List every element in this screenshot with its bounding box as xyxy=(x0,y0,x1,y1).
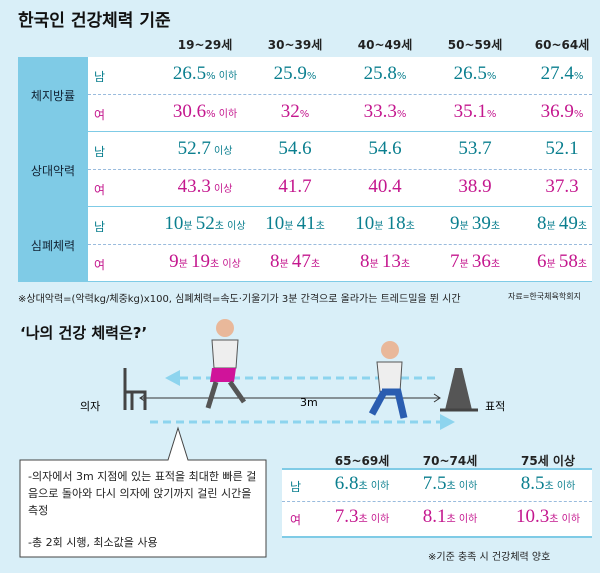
column-header: 60~64세 xyxy=(534,38,590,52)
cell: 8.1초 이하 xyxy=(422,506,478,527)
sex-label: 남 xyxy=(290,480,302,494)
cell: 43.3 이상 xyxy=(177,175,233,197)
cell: 8분 47초 xyxy=(269,250,321,272)
cell: 10분 18초 xyxy=(355,213,415,234)
column-header: 70~74세 xyxy=(422,454,478,468)
table-bg xyxy=(282,468,592,538)
column-header: 19~29세 xyxy=(177,38,233,52)
cell: 10분 41초 xyxy=(265,213,325,234)
cell: 37.3 xyxy=(545,175,579,197)
row-separator xyxy=(88,131,592,132)
title: 한국인 건강체력 기준 xyxy=(18,11,171,31)
note: ※기준 충족 시 건강체력 양호 xyxy=(428,552,551,563)
column-header: 30~39세 xyxy=(267,38,323,52)
cell: 6분 58초 xyxy=(536,250,588,272)
cell: 8분 13초 xyxy=(359,250,411,272)
row-separator xyxy=(88,168,592,170)
group-label-bg xyxy=(18,132,88,207)
sex-label: 남 xyxy=(94,220,106,234)
row-separator xyxy=(88,206,592,207)
source: 자료=한국체육학회지 xyxy=(508,292,581,301)
cell: 36.9% xyxy=(540,100,584,122)
illustration xyxy=(123,319,478,430)
cell: 26.5% xyxy=(453,63,497,84)
cell: 38.9 xyxy=(458,175,492,197)
cell: 26.5% 이하 xyxy=(172,63,238,84)
cell: 8분 49초 xyxy=(536,213,588,234)
distance-label: 3m xyxy=(300,396,318,409)
column-header: 75세 이상 xyxy=(521,454,575,468)
cell: 32% xyxy=(280,100,310,122)
sex-label: 여 xyxy=(94,257,106,272)
cell: 25.8% xyxy=(363,63,407,84)
cell: 8.5초 이하 xyxy=(520,473,576,494)
sex-label: 남 xyxy=(94,145,106,159)
table-bg xyxy=(18,57,592,282)
cell: 54.6 xyxy=(368,138,402,159)
cell: 52.7 이상 xyxy=(177,138,233,159)
section-title: ‘나의 건강 체력은?’ xyxy=(20,324,148,342)
group-label: 상대악력 xyxy=(30,163,76,178)
instruction: -의자에서 3m 지점에 있는 표적을 최대한 빠른 걸음으로 돌아와 다시 의… xyxy=(28,470,257,517)
cell: 25.9% xyxy=(273,63,317,84)
cell: 7.5초 이하 xyxy=(422,473,478,494)
cell: 10.3초 이하 xyxy=(515,506,581,527)
footnote: ※상대악력=(악력kg/체중kg)x100, 심폐체력=속도·기울기가 3분 간… xyxy=(18,294,461,305)
row-separator xyxy=(282,501,592,502)
sex-label: 여 xyxy=(290,513,302,527)
row-separator xyxy=(88,281,592,282)
group-label: 심폐체력 xyxy=(30,238,76,253)
cell: 40.4 xyxy=(368,175,402,197)
cell: 7분 36초 xyxy=(449,250,501,272)
target-label: 표적 xyxy=(485,400,506,413)
cell: 33.3% xyxy=(363,100,407,122)
cell: 52.1 xyxy=(545,138,579,159)
column-header: 65~69세 xyxy=(334,454,390,468)
column-header: 40~49세 xyxy=(357,38,413,52)
sex-label: 여 xyxy=(94,182,106,197)
row-separator xyxy=(88,93,592,95)
cell: 35.1% xyxy=(453,100,497,122)
cell: 30.6% 이하 xyxy=(172,100,238,122)
cell: 7.3초 이하 xyxy=(334,506,390,527)
callout-box xyxy=(19,426,267,558)
group-label-bg xyxy=(18,207,88,282)
cell: 10분 52초 이상 xyxy=(164,213,246,234)
cell: 9분 39초 xyxy=(449,213,501,234)
group-label: 체지방률 xyxy=(30,88,76,103)
cell: 54.6 xyxy=(278,138,312,159)
row-separator xyxy=(88,243,592,245)
cell: 53.7 xyxy=(458,138,492,159)
group-label-bg xyxy=(18,57,88,132)
cell: 41.7 xyxy=(278,175,312,197)
sex-label: 남 xyxy=(94,70,106,84)
sex-label: 여 xyxy=(94,107,106,122)
cell: 6.8초 이하 xyxy=(334,473,390,494)
instruction: -총 2회 시행, 최소값을 사용 xyxy=(28,536,158,549)
chair-label: 의자 xyxy=(80,400,101,413)
cell: 9분 19초 이상 xyxy=(169,250,241,272)
cell: 27.4% xyxy=(540,63,584,84)
column-header: 50~59세 xyxy=(447,38,503,52)
